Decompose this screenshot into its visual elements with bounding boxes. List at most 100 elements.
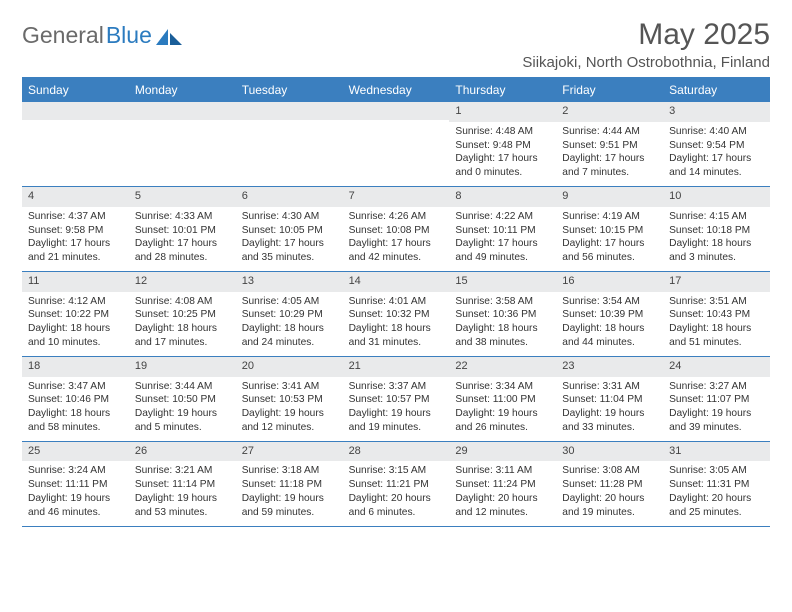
sunset-line: Sunset: 10:43 PM <box>669 308 764 322</box>
day-body <box>236 120 343 168</box>
daylight-line: Daylight: 18 hours and 10 minutes. <box>28 322 123 350</box>
day-cell: 19Sunrise: 3:44 AMSunset: 10:50 PMDaylig… <box>129 357 236 441</box>
sunrise-line: Sunrise: 3:08 AM <box>562 464 657 478</box>
day-body: Sunrise: 3:47 AMSunset: 10:46 PMDaylight… <box>22 377 129 441</box>
day-number: 20 <box>236 357 343 377</box>
day-cell: 1Sunrise: 4:48 AMSunset: 9:48 PMDaylight… <box>449 102 556 186</box>
day-number <box>22 102 129 120</box>
day-number: 9 <box>556 187 663 207</box>
day-number: 14 <box>343 272 450 292</box>
day-number: 11 <box>22 272 129 292</box>
sunrise-line: Sunrise: 3:44 AM <box>135 380 230 394</box>
daylight-line: Daylight: 20 hours and 19 minutes. <box>562 492 657 520</box>
calendar-page: GeneralBlue May 2025 Siikajoki, North Os… <box>0 0 792 537</box>
sunrise-line: Sunrise: 3:47 AM <box>28 380 123 394</box>
day-cell: 17Sunrise: 3:51 AMSunset: 10:43 PMDaylig… <box>663 272 770 356</box>
week-row: 4Sunrise: 4:37 AMSunset: 9:58 PMDaylight… <box>22 187 770 272</box>
day-number: 13 <box>236 272 343 292</box>
sunrise-line: Sunrise: 4:33 AM <box>135 210 230 224</box>
day-body: Sunrise: 4:44 AMSunset: 9:51 PMDaylight:… <box>556 122 663 186</box>
sunrise-line: Sunrise: 4:12 AM <box>28 295 123 309</box>
day-number: 31 <box>663 442 770 462</box>
day-body: Sunrise: 4:15 AMSunset: 10:18 PMDaylight… <box>663 207 770 271</box>
sunset-line: Sunset: 10:53 PM <box>242 393 337 407</box>
brand-general: General <box>22 22 104 49</box>
day-cell: 24Sunrise: 3:27 AMSunset: 11:07 PMDaylig… <box>663 357 770 441</box>
daylight-line: Daylight: 18 hours and 3 minutes. <box>669 237 764 265</box>
sunrise-line: Sunrise: 4:01 AM <box>349 295 444 309</box>
day-number: 12 <box>129 272 236 292</box>
sunset-line: Sunset: 9:48 PM <box>455 139 550 153</box>
day-cell: 29Sunrise: 3:11 AMSunset: 11:24 PMDaylig… <box>449 442 556 526</box>
day-cell: 18Sunrise: 3:47 AMSunset: 10:46 PMDaylig… <box>22 357 129 441</box>
day-body: Sunrise: 4:05 AMSunset: 10:29 PMDaylight… <box>236 292 343 356</box>
day-cell <box>22 102 129 186</box>
sunset-line: Sunset: 10:29 PM <box>242 308 337 322</box>
title-block: May 2025 Siikajoki, North Ostrobothnia, … <box>522 18 770 71</box>
day-body: Sunrise: 3:21 AMSunset: 11:14 PMDaylight… <box>129 461 236 525</box>
day-body: Sunrise: 4:33 AMSunset: 10:01 PMDaylight… <box>129 207 236 271</box>
daylight-line: Daylight: 17 hours and 42 minutes. <box>349 237 444 265</box>
sunset-line: Sunset: 10:57 PM <box>349 393 444 407</box>
month-title: May 2025 <box>522 18 770 52</box>
sunset-line: Sunset: 11:31 PM <box>669 478 764 492</box>
day-number: 27 <box>236 442 343 462</box>
day-body: Sunrise: 4:48 AMSunset: 9:48 PMDaylight:… <box>449 122 556 186</box>
sunset-line: Sunset: 10:22 PM <box>28 308 123 322</box>
sunset-line: Sunset: 11:18 PM <box>242 478 337 492</box>
day-number: 5 <box>129 187 236 207</box>
day-header-thu: Thursday <box>449 79 556 102</box>
day-number: 2 <box>556 102 663 122</box>
day-cell: 2Sunrise: 4:44 AMSunset: 9:51 PMDaylight… <box>556 102 663 186</box>
week-row: 25Sunrise: 3:24 AMSunset: 11:11 PMDaylig… <box>22 442 770 527</box>
day-body <box>129 120 236 168</box>
day-body: Sunrise: 3:11 AMSunset: 11:24 PMDaylight… <box>449 461 556 525</box>
sunrise-line: Sunrise: 3:31 AM <box>562 380 657 394</box>
day-number: 3 <box>663 102 770 122</box>
calendar-grid: Sunday Monday Tuesday Wednesday Thursday… <box>22 77 770 527</box>
day-number: 10 <box>663 187 770 207</box>
day-number: 19 <box>129 357 236 377</box>
day-cell: 31Sunrise: 3:05 AMSunset: 11:31 PMDaylig… <box>663 442 770 526</box>
sunset-line: Sunset: 10:08 PM <box>349 224 444 238</box>
sunset-line: Sunset: 10:01 PM <box>135 224 230 238</box>
logo-sail-icon <box>156 26 182 46</box>
daylight-line: Daylight: 18 hours and 17 minutes. <box>135 322 230 350</box>
day-cell <box>343 102 450 186</box>
day-body <box>22 120 129 168</box>
sunset-line: Sunset: 11:21 PM <box>349 478 444 492</box>
sunrise-line: Sunrise: 4:44 AM <box>562 125 657 139</box>
day-number: 8 <box>449 187 556 207</box>
day-header-tue: Tuesday <box>236 79 343 102</box>
sunrise-line: Sunrise: 4:48 AM <box>455 125 550 139</box>
daylight-line: Daylight: 17 hours and 7 minutes. <box>562 152 657 180</box>
day-cell: 20Sunrise: 3:41 AMSunset: 10:53 PMDaylig… <box>236 357 343 441</box>
sunset-line: Sunset: 10:11 PM <box>455 224 550 238</box>
day-body: Sunrise: 4:30 AMSunset: 10:05 PMDaylight… <box>236 207 343 271</box>
day-body: Sunrise: 3:18 AMSunset: 11:18 PMDaylight… <box>236 461 343 525</box>
day-number <box>343 102 450 120</box>
sunrise-line: Sunrise: 3:34 AM <box>455 380 550 394</box>
sunrise-line: Sunrise: 4:08 AM <box>135 295 230 309</box>
day-body: Sunrise: 3:54 AMSunset: 10:39 PMDaylight… <box>556 292 663 356</box>
day-number: 17 <box>663 272 770 292</box>
day-cell: 26Sunrise: 3:21 AMSunset: 11:14 PMDaylig… <box>129 442 236 526</box>
day-cell: 9Sunrise: 4:19 AMSunset: 10:15 PMDayligh… <box>556 187 663 271</box>
day-body: Sunrise: 3:58 AMSunset: 10:36 PMDaylight… <box>449 292 556 356</box>
sunset-line: Sunset: 11:07 PM <box>669 393 764 407</box>
daylight-line: Daylight: 20 hours and 12 minutes. <box>455 492 550 520</box>
daylight-line: Daylight: 17 hours and 0 minutes. <box>455 152 550 180</box>
daylight-line: Daylight: 19 hours and 39 minutes. <box>669 407 764 435</box>
week-row: 11Sunrise: 4:12 AMSunset: 10:22 PMDaylig… <box>22 272 770 357</box>
header: GeneralBlue May 2025 Siikajoki, North Os… <box>22 18 770 71</box>
day-number: 21 <box>343 357 450 377</box>
day-number: 4 <box>22 187 129 207</box>
day-number: 18 <box>22 357 129 377</box>
daylight-line: Daylight: 20 hours and 6 minutes. <box>349 492 444 520</box>
sunset-line: Sunset: 11:11 PM <box>28 478 123 492</box>
sunrise-line: Sunrise: 3:11 AM <box>455 464 550 478</box>
day-number: 7 <box>343 187 450 207</box>
daylight-line: Daylight: 17 hours and 21 minutes. <box>28 237 123 265</box>
day-header-row: Sunday Monday Tuesday Wednesday Thursday… <box>22 79 770 102</box>
weeks-container: 1Sunrise: 4:48 AMSunset: 9:48 PMDaylight… <box>22 102 770 527</box>
